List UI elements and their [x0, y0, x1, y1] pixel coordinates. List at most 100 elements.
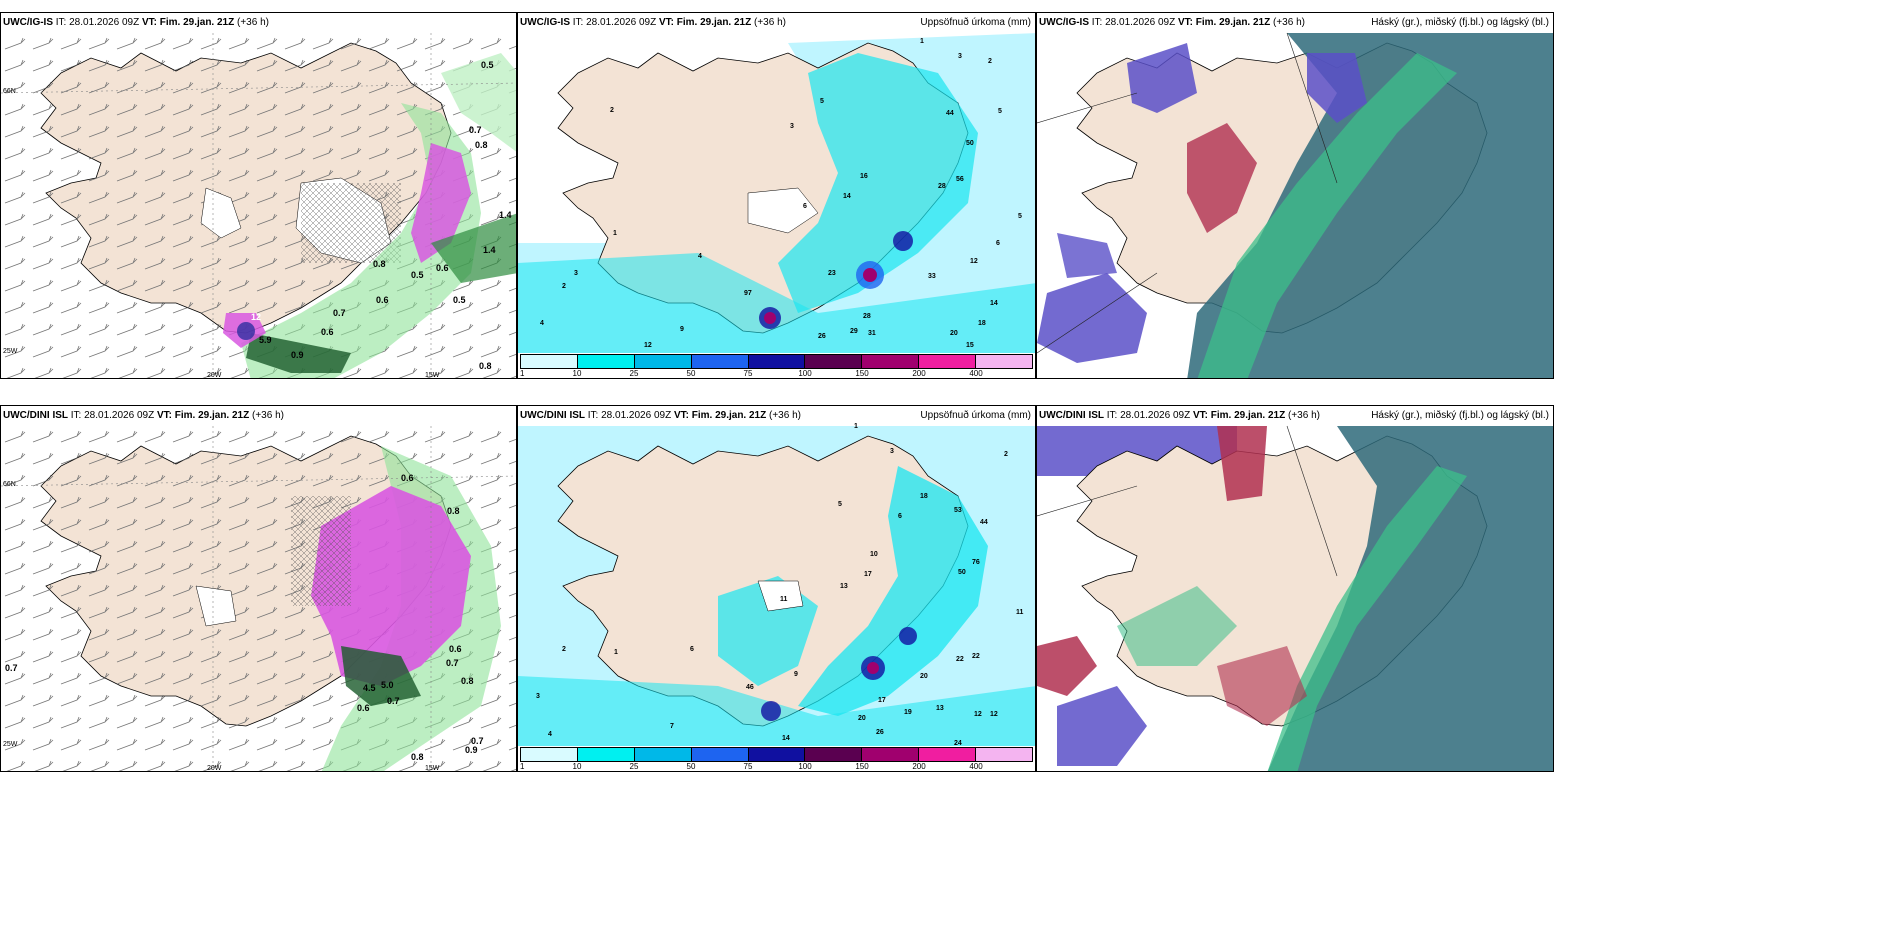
value-label: 0.7 — [333, 308, 346, 318]
value-label: 50 — [966, 140, 974, 147]
value-label: 46 — [746, 684, 754, 691]
value-label: 0.8 — [461, 676, 474, 686]
legend-swatch — [748, 355, 806, 368]
map-wind-snow: 66N 20W 15W 25W 0.7 0.6 0.8 0.7 0.8 4.5 … — [1, 426, 516, 772]
value-label: 5 — [1018, 213, 1022, 220]
value-label: 33 — [928, 273, 936, 280]
value-label: 0.6 — [401, 473, 414, 483]
legend-tick: 10 — [572, 762, 582, 771]
legend-tick: 25 — [629, 369, 639, 378]
panel-header: UWC/DINI ISL IT: 28.01.2026 09Z VT: Fim.… — [520, 410, 1031, 421]
value-label: 3 — [574, 270, 578, 277]
value-label: 0.7 — [5, 663, 18, 673]
glacier-langjokull — [200, 187, 242, 239]
lon-label-20w: 20W — [207, 765, 222, 772]
legend-tick: 400 — [969, 762, 983, 771]
value-label: 6 — [803, 203, 807, 210]
legend-swatch — [577, 748, 635, 761]
value-label: 0.6 — [376, 295, 389, 305]
precip-area — [778, 53, 978, 313]
value-label: 5 — [998, 108, 1002, 115]
panel-clouds-dini: UWC/DINI ISL IT: 28.01.2026 09Z VT: Fim.… — [1036, 405, 1554, 772]
precip-green-area — [241, 103, 481, 378]
legend-swatch — [919, 748, 977, 761]
value-label: 9 — [794, 671, 798, 678]
value-label: 12 — [990, 711, 998, 718]
lat-label: 66N — [3, 481, 16, 488]
value-label: 31 — [868, 330, 876, 337]
value-label: 20 — [858, 715, 866, 722]
panel-header: UWC/DINI ISL IT: 28.01.2026 09Z VT: Fim.… — [3, 410, 284, 421]
value-label: 3 — [958, 53, 962, 60]
lon-label-15w: 15W — [425, 765, 440, 772]
value-label: 2 — [1004, 451, 1008, 458]
panel-wind-snow-dini: UWC/DINI ISL IT: 28.01.2026 09Z VT: Fim.… — [0, 405, 517, 772]
legend-swatch — [748, 748, 806, 761]
legend-swatch — [976, 748, 1033, 761]
panel-header: UWC/IG-IS IT: 28.01.2026 09Z VT: Fim. 29… — [3, 17, 269, 28]
value-label: 0.9 — [465, 745, 478, 755]
value-label: 6 — [690, 646, 694, 653]
value-label: 13 — [840, 583, 848, 590]
value-label: 44 — [946, 110, 954, 117]
value-label: 0.8 — [475, 140, 488, 150]
map-precipitation: 1 2 3 5 44 50 53 76 18 6 10 17 11 22 22 … — [518, 423, 1035, 747]
legend-tick: 200 — [912, 369, 926, 378]
value-label: 26 — [876, 729, 884, 736]
value-label: 0.5 — [411, 270, 424, 280]
value-label: 14 — [843, 193, 851, 200]
value-label: 0.5 — [453, 295, 466, 305]
value-label: 1 — [613, 230, 617, 237]
legend-tick: 150 — [855, 369, 869, 378]
legend-tick: 75 — [743, 369, 753, 378]
legend-swatch — [862, 748, 920, 761]
lon-label-25w: 25W — [3, 741, 18, 748]
value-label: 0.9 — [291, 350, 304, 360]
value-label: 6 — [898, 513, 902, 520]
legend-tick: 1 — [520, 369, 525, 378]
map-clouds — [1037, 32, 1553, 378]
value-label: 17 — [878, 697, 886, 704]
lon-label-15w: 15W — [425, 372, 440, 379]
lon-label-20w: 20W — [207, 372, 222, 379]
value-label: 20 — [920, 673, 928, 680]
value-label: 20 — [950, 330, 958, 337]
value-label: 19 — [904, 709, 912, 716]
value-label: 44 — [980, 519, 988, 526]
cloud-blue — [1127, 43, 1197, 113]
value-label: 0.8 — [447, 506, 460, 516]
value-label: 0.7 — [446, 658, 459, 668]
value-label: 0.7 — [387, 696, 400, 706]
value-label: 11 — [1016, 609, 1024, 616]
value-label: 4 — [540, 320, 544, 327]
legend-swatch — [634, 748, 692, 761]
panel-precip-dini: UWC/DINI ISL IT: 28.01.2026 09Z VT: Fim.… — [517, 405, 1036, 772]
cloud-green — [1197, 53, 1457, 378]
value-label: 5 — [820, 98, 824, 105]
panel-header: UWC/DINI ISL IT: 28.01.2026 09Z VT: Fim.… — [1039, 410, 1549, 421]
panel-wind-snow-igis: UWC/IG-IS IT: 28.01.2026 09Z VT: Fim. 29… — [0, 12, 517, 379]
panel-header: UWC/IG-IS IT: 28.01.2026 09Z VT: Fim. 29… — [520, 17, 1031, 28]
lon-label-25w: 25W — [3, 348, 18, 355]
precip-legend: 1 10 25 50 75 100 150 200 400 — [520, 747, 1033, 771]
value-label: 2 — [988, 58, 992, 65]
value-label: 2 — [562, 283, 566, 290]
panel-clouds-igis: UWC/IG-IS IT: 28.01.2026 09Z VT: Fim. 29… — [1036, 12, 1554, 379]
value-label: 0.7 — [469, 125, 482, 135]
value-label: 28 — [863, 313, 871, 320]
legend-tick: 25 — [629, 762, 639, 771]
legend-swatch — [805, 355, 863, 368]
precip-legend: 1 10 25 50 75 100 150 200 400 — [520, 354, 1033, 378]
value-label: 12 — [970, 258, 978, 265]
legend-tick: 150 — [855, 762, 869, 771]
value-label: 0.6 — [449, 644, 462, 654]
value-label: 97 — [744, 290, 752, 297]
value-label: 23 — [828, 270, 836, 277]
value-label: 2 — [610, 107, 614, 114]
value-label: 0.6 — [321, 327, 334, 337]
value-label: 5.0 — [381, 680, 394, 690]
value-label: 14 — [782, 735, 790, 742]
value-label: 2 — [562, 646, 566, 653]
lat-label: 66N — [3, 88, 16, 95]
legend-swatch — [919, 355, 977, 368]
